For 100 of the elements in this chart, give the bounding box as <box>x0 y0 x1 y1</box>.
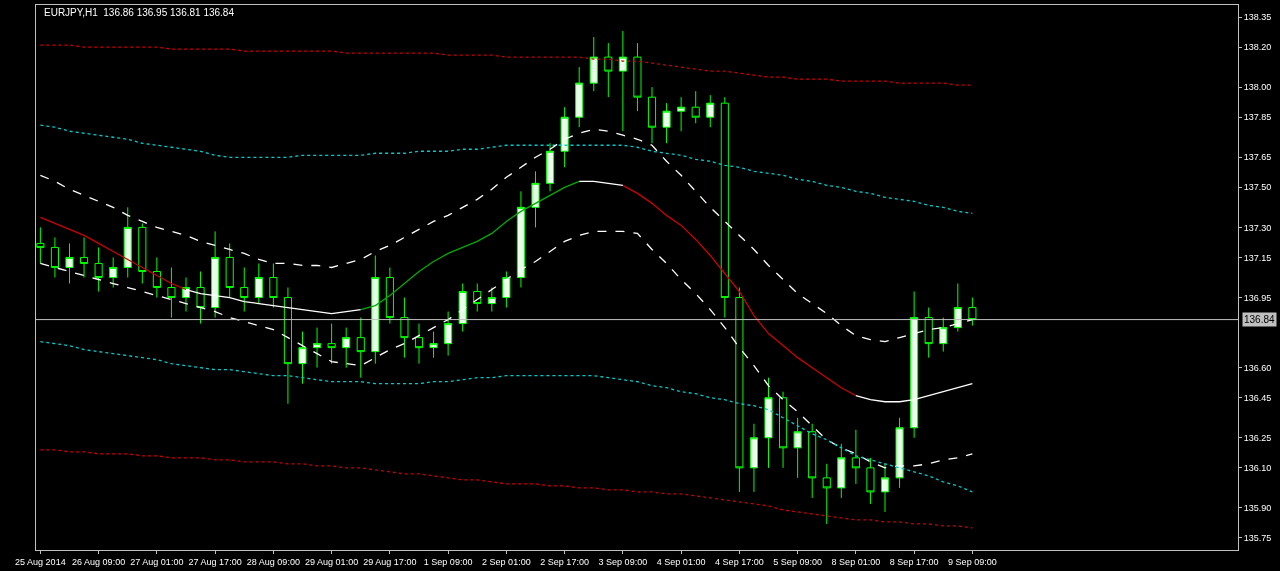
x-tick-label: 9 Sep 09:00 <box>948 556 997 567</box>
y-tick-label: 137.85 <box>1243 112 1272 123</box>
y-tick-label: 137.65 <box>1243 152 1272 163</box>
x-tick-label: 26 Aug 09:00 <box>72 556 126 567</box>
candlestick <box>516 190 525 289</box>
candlestick <box>779 391 788 469</box>
candlestick <box>633 42 642 112</box>
candlestick <box>924 307 933 359</box>
candlestick <box>764 377 773 469</box>
x-tick-label: 8 Sep 01:00 <box>831 556 881 567</box>
candlestick <box>109 256 118 289</box>
candlestick <box>473 283 482 313</box>
line-series <box>39 340 974 493</box>
y-tick-label: 136.10 <box>1243 463 1272 473</box>
candlestick <box>50 236 59 278</box>
candlestick <box>953 283 962 333</box>
y-tick-label: 138.00 <box>1243 82 1272 93</box>
candlestick <box>735 287 744 493</box>
x-tick-label: 25 Aug 2014 <box>15 556 66 567</box>
candlestick <box>211 230 220 319</box>
candlestick <box>138 222 147 285</box>
candlestick <box>808 423 817 499</box>
candlestick <box>662 102 671 144</box>
candlestick <box>531 170 540 228</box>
ref-line-label: 136.84 <box>1244 314 1276 325</box>
candlestick <box>371 254 380 365</box>
candlestick <box>152 256 161 299</box>
candlestick <box>269 262 278 309</box>
x-tick-label: 3 Sep 09:00 <box>598 556 648 567</box>
candlestick <box>968 297 977 327</box>
candlestick <box>837 443 846 499</box>
candlestick <box>283 287 292 405</box>
line-series <box>39 128 974 343</box>
candlestick <box>647 86 657 144</box>
candlestick <box>356 317 365 379</box>
candlestick <box>225 242 234 299</box>
candlestick <box>939 317 948 353</box>
candlestick <box>385 266 394 325</box>
candlestick <box>487 287 496 313</box>
x-tick-label: 4 Sep 01:00 <box>656 556 706 567</box>
candlestick <box>822 463 831 525</box>
candlestick <box>79 236 89 278</box>
chart-title: EURJPY,H1 136.86 136.95 136.81 136.84 <box>44 7 235 18</box>
x-tick-label: 27 Aug 01:00 <box>130 556 184 567</box>
x-tick-label: 8 Sep 17:00 <box>889 556 939 567</box>
candlestick <box>720 96 729 319</box>
y-tick-label: 137.15 <box>1243 252 1272 263</box>
y-tick-label: 136.25 <box>1243 432 1272 443</box>
candlestick <box>429 331 438 359</box>
candlestick <box>560 106 569 168</box>
candlestick <box>502 270 511 309</box>
candlestick <box>618 30 627 132</box>
candlestick <box>254 262 263 305</box>
candlestick <box>123 206 132 278</box>
candlestick <box>181 277 191 313</box>
candlestick <box>545 142 555 192</box>
candlestick <box>342 327 351 369</box>
candlestick <box>866 457 875 505</box>
x-tick-label: 4 Sep 17:00 <box>715 556 764 567</box>
x-tick-label: 2 Sep 01:00 <box>482 556 531 567</box>
candlestick <box>240 266 249 313</box>
candlestick <box>910 291 919 439</box>
line-series <box>360 180 580 311</box>
line-series <box>39 230 974 469</box>
candlestick <box>444 311 453 357</box>
x-tick-label: 28 Aug 09:00 <box>246 556 300 567</box>
candlestick <box>65 242 74 285</box>
candlestick <box>604 42 613 98</box>
candlestick <box>400 297 409 359</box>
y-tick-label: 135.90 <box>1243 503 1272 514</box>
candlestick <box>749 423 759 493</box>
candlestick <box>589 36 598 92</box>
candlestick <box>196 270 205 325</box>
line-series <box>39 44 974 86</box>
candlestick <box>793 417 802 479</box>
x-tick-label: 2 Sep 17:00 <box>540 556 589 567</box>
candlestick <box>167 266 176 319</box>
candlestick <box>575 66 584 128</box>
candlestick <box>327 323 336 365</box>
y-tick-label: 137.50 <box>1243 182 1272 193</box>
x-tick-label: 27 Aug 17:00 <box>188 556 242 567</box>
candlestick <box>312 327 322 369</box>
y-tick-label: 138.35 <box>1243 12 1272 23</box>
y-tick-label: 136.95 <box>1243 292 1272 303</box>
candlestick <box>677 96 686 132</box>
candlestick <box>458 283 467 333</box>
candlestick <box>851 429 860 485</box>
line-series <box>39 449 974 529</box>
x-tick-label: 29 Aug 17:00 <box>363 556 417 567</box>
line-series <box>39 124 974 215</box>
candlestick <box>298 331 307 385</box>
x-tick-label: 29 Aug 01:00 <box>305 556 359 567</box>
y-tick-label: 137.30 <box>1243 222 1272 233</box>
candlestick <box>94 246 103 293</box>
candlestick <box>414 323 424 365</box>
x-tick-label: 5 Sep 09:00 <box>773 556 822 567</box>
y-tick-label: 138.20 <box>1243 42 1272 53</box>
candlestick <box>36 226 45 264</box>
y-tick-label: 135.75 <box>1243 533 1272 544</box>
candlestick <box>691 90 700 124</box>
